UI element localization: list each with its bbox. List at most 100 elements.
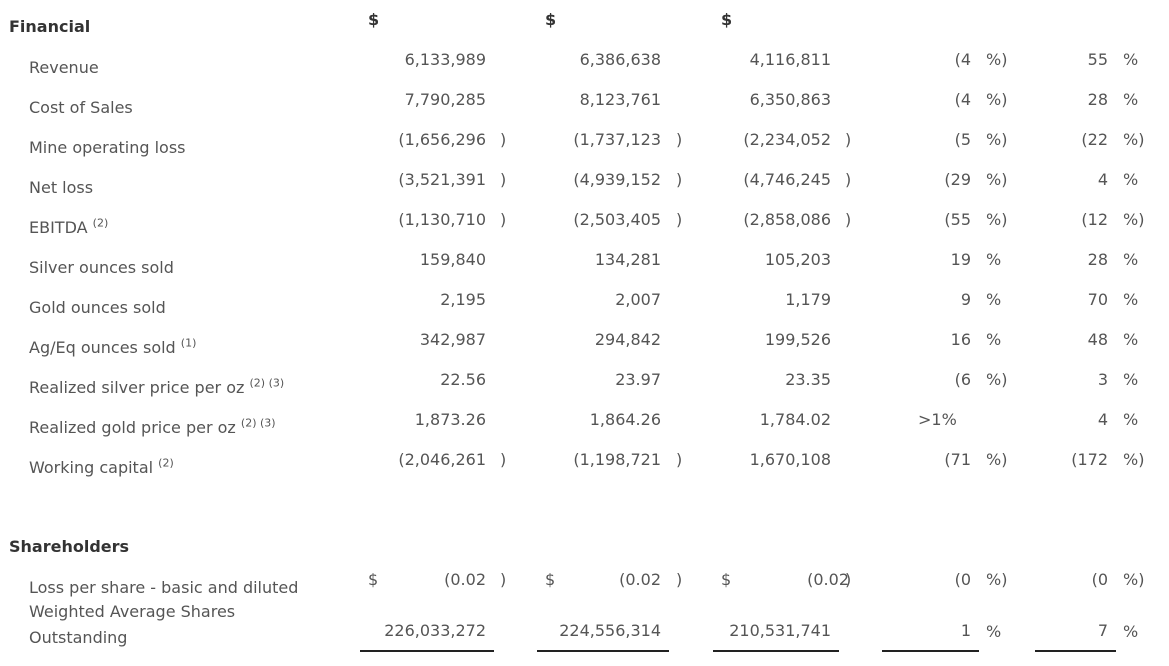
row-label: Silver ounces sold [29,258,174,277]
value-col2: 6,386,638 [579,50,661,69]
pct-sign-1: %) [986,210,1008,229]
value-col3: (0.02 [807,570,849,589]
pct-change-1: >1% [918,410,957,429]
paren-col3: ) [845,570,852,589]
currency-symbol-col3: $ [721,10,733,29]
row-label-text: Mine operating loss [29,138,186,157]
pct-change-2: 48 [1087,330,1108,349]
value-col2: (0.02 [619,570,661,589]
value-col3: 1,670,108 [749,450,831,469]
pct-sign-2: % [1123,622,1139,641]
row-label: EBITDA (2) [29,218,108,237]
value-col1: 7,790,285 [404,90,486,109]
pct-sign-1: %) [986,570,1008,589]
value-col2: (1,737,123 [573,130,661,149]
value-col3: (2,234,052 [743,130,831,149]
total-rule-col4 [882,650,979,652]
row-label-text: EBITDA [29,218,88,237]
value-col1: (3,521,391 [398,170,486,189]
pct-sign-1: % [986,622,1002,641]
paren-col2: ) [676,130,683,149]
table-row: Net loss (3,521,391) (4,939,152) (4,746,245… [0,168,1169,208]
table-row: Revenue 6,133,989 6,386,638 4,116,811 (4%) 55… [0,48,1169,88]
pct-sign-1: %) [986,50,1008,69]
footnote-marker: (2) [92,216,109,230]
currency-symbol-col1: $ [368,10,380,29]
row-label-text: Silver ounces sold [29,258,174,277]
pct-sign-2: % [1123,250,1139,269]
pct-change-2: 4 [1097,410,1108,429]
total-rule-col2 [537,650,669,652]
value-col3: 199,526 [764,330,831,349]
value-col3: 210,531,741 [729,621,831,640]
pct-sign-2: %) [1123,450,1145,469]
value-col3: 23.35 [785,370,831,389]
pct-change-1: (6 [954,370,971,389]
pct-sign-2: %) [1123,210,1145,229]
value-col2: 8,123,761 [579,90,661,109]
pct-sign-2: % [1123,410,1139,429]
value-col3: (4,746,245 [743,170,831,189]
pct-change-2: 70 [1087,290,1108,309]
pct-sign-1: %) [986,370,1008,389]
table-row: Realized silver price per oz (2) (3) 22.5… [0,368,1169,408]
pct-sign-1: % [986,250,1002,269]
total-rule-col3 [713,650,839,652]
pct-sign-2: % [1123,330,1139,349]
value-col1: (0.02 [444,570,486,589]
paren-col1: ) [500,570,507,589]
row-label-text: Working capital [29,458,154,477]
pct-change-1: (0 [954,570,971,589]
pct-change-2: (22 [1081,130,1108,149]
value-col1: (1,130,710 [398,210,486,229]
row-label: Realized gold price per oz (2) (3) [29,418,276,437]
row-label: Realized silver price per oz (2) (3) [29,378,284,397]
total-rule-col5 [1035,650,1116,652]
paren-col3: ) [845,170,852,189]
value-col1: 226,033,272 [384,621,486,640]
table-row: Realized gold price per oz (2) (3) 1,873.… [0,408,1169,448]
value-col2: 2,007 [615,290,661,309]
value-col1: (2,046,261 [398,450,486,469]
pct-sign-2: % [1123,90,1139,109]
currency-symbol: $ [721,570,732,589]
paren-col3: ) [845,130,852,149]
pct-sign-1: %) [986,450,1008,469]
value-col3: 1,179 [785,290,831,309]
currency-symbol: $ [368,570,379,589]
pct-sign-2: % [1123,370,1139,389]
table-row: EBITDA (2) (1,130,710) (2,503,405) (2,858,0… [0,208,1169,248]
row-label-text: Net loss [29,178,94,197]
value-col1: 1,873.26 [414,410,486,429]
pct-change-1: 9 [960,290,971,309]
value-col1: 159,840 [419,250,486,269]
row-label: Loss per share - basic and diluted [29,578,299,597]
value-col1: 2,195 [440,290,486,309]
pct-sign-2: %) [1123,130,1145,149]
value-col2: (2,503,405 [573,210,661,229]
pct-sign-1: % [986,330,1002,349]
pct-change-2: (12 [1081,210,1108,229]
table-row: Weighted Average Shares Outstanding 226,… [0,600,1169,660]
pct-sign-1: %) [986,170,1008,189]
table-row: Cost of Sales 7,790,285 8,123,761 6,350,863… [0,88,1169,128]
pct-sign-1: %) [986,90,1008,109]
paren-col1: ) [500,450,507,469]
value-col2: 23.97 [615,370,661,389]
row-label: Cost of Sales [29,98,133,117]
row-label-text: Realized gold price per oz [29,418,236,437]
footnote-marker: (2) (3) [249,376,285,390]
pct-sign-2: % [1123,50,1139,69]
row-label-text: Revenue [29,58,99,77]
footnote-marker: (1) [180,336,197,350]
total-rule-col1 [360,650,494,652]
pct-change-2: 7 [1097,621,1108,640]
pct-change-1: (71 [944,450,971,469]
row-label: Net loss [29,178,93,197]
value-col1: 22.56 [440,370,486,389]
row-label-text: Gold ounces sold [29,298,166,317]
paren-col2: ) [676,570,683,589]
row-label: Revenue [29,58,99,77]
pct-change-1: (5 [954,130,971,149]
pct-sign-1: %) [986,130,1008,149]
